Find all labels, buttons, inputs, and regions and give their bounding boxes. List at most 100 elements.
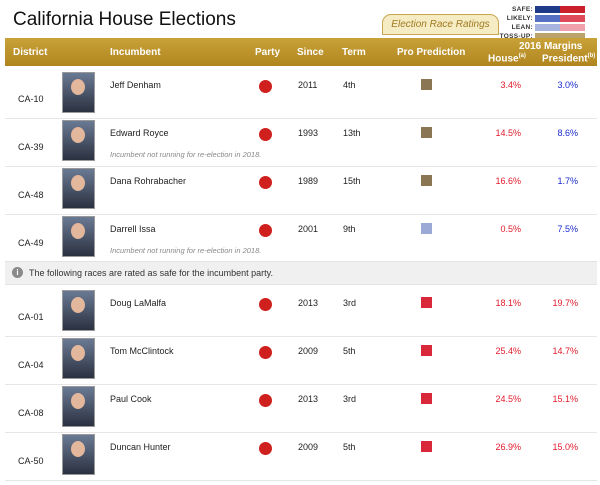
incumbent-photo <box>62 72 95 113</box>
table-row[interactable]: CA-01 Doug LaMalfa 2013 3rd 18.1% 19.7% <box>5 290 597 337</box>
incumbent-name[interactable]: Duncan Hunter <box>110 442 171 452</box>
incumbent-photo <box>62 216 95 257</box>
incumbent-name[interactable]: Darrell Issa <box>110 224 156 234</box>
safe-races-notice: i The following races are rated as safe … <box>5 261 597 285</box>
president-margin: 1.7% <box>557 176 578 186</box>
row-divider <box>5 384 597 385</box>
incumbent-name[interactable]: Paul Cook <box>110 394 152 404</box>
notice-text: The following races are rated as safe fo… <box>29 268 273 278</box>
incumbent-note: Incumbent not running for re-election in… <box>110 150 262 159</box>
prediction-swatch <box>421 441 432 452</box>
incumbent-name[interactable]: Dana Rohrabacher <box>110 176 187 186</box>
president-margin: 19.7% <box>552 298 578 308</box>
prediction-swatch <box>421 127 432 138</box>
republican-party-icon <box>259 80 272 93</box>
district-cell: CA-48 <box>18 190 44 200</box>
prediction-swatch <box>421 79 432 90</box>
republican-party-icon <box>259 128 272 141</box>
header-president-label: President <box>542 53 588 65</box>
incumbent-name[interactable]: Doug LaMalfa <box>110 298 167 308</box>
district-cell: CA-49 <box>18 238 44 248</box>
republican-party-icon <box>259 298 272 311</box>
district-cell: CA-10 <box>18 94 44 104</box>
district-cell: CA-01 <box>18 312 44 322</box>
header-house-label: House <box>488 53 519 65</box>
table-row[interactable]: CA-10 Jeff Denham 2011 4th 3.4% 3.0% <box>5 72 597 119</box>
president-margin: 14.7% <box>552 346 578 356</box>
header-party: Party <box>255 47 281 58</box>
legend-label: SAFE: <box>512 5 533 13</box>
row-divider <box>5 432 597 433</box>
prediction-swatch <box>421 223 432 234</box>
president-margin: 3.0% <box>557 80 578 90</box>
table-row[interactable]: CA-49 Darrell Issa Incumbent not running f… <box>5 216 597 263</box>
legend-swatch-rep <box>560 5 585 13</box>
incumbent-name[interactable]: Edward Royce <box>110 128 169 138</box>
incumbent-photo <box>62 386 95 427</box>
incumbent-photo <box>62 290 95 331</box>
republican-party-icon <box>259 346 272 359</box>
term-cell: 5th <box>343 442 356 452</box>
since-cell: 1989 <box>298 176 319 186</box>
legend-swatch-rep <box>560 23 585 31</box>
row-divider <box>5 336 597 337</box>
legend-label: TOSS-UP: <box>499 32 533 40</box>
republican-party-icon <box>259 176 272 189</box>
president-margin: 15.1% <box>552 394 578 404</box>
president-margin: 7.5% <box>557 224 578 234</box>
incumbent-photo <box>62 434 95 475</box>
page-title: California House Elections <box>13 9 236 30</box>
republican-party-icon <box>259 224 272 237</box>
row-divider <box>5 118 597 119</box>
term-cell: 3rd <box>343 298 357 308</box>
house-margin: 25.4% <box>495 346 521 356</box>
header-house: House(a) <box>488 53 526 64</box>
prediction-swatch <box>421 297 432 308</box>
table-row[interactable]: CA-08 Paul Cook 2013 3rd 24.5% 15.1% <box>5 386 597 433</box>
row-divider <box>5 166 597 167</box>
incumbent-name[interactable]: Tom McClintock <box>110 346 174 356</box>
term-cell: 3rd <box>343 394 357 404</box>
header-incumbent: Incumbent <box>110 47 161 58</box>
president-margin: 8.6% <box>557 128 578 138</box>
since-cell: 2009 <box>298 346 319 356</box>
district-cell: CA-08 <box>18 408 44 418</box>
term-cell: 9th <box>343 224 356 234</box>
table-row[interactable]: CA-39 Edward Royce Incumbent not running f… <box>5 120 597 167</box>
house-margin: 16.6% <box>495 176 521 186</box>
table-header: District Incumbent Party Since Term Pro … <box>5 38 597 66</box>
table-row[interactable]: CA-48 Dana Rohrabacher 1989 15th 16.6% 1.7% <box>5 168 597 215</box>
legend-swatch-tossup <box>535 32 585 40</box>
since-cell: 2013 <box>298 394 319 404</box>
legend-row-safe: SAFE: <box>499 5 589 13</box>
incumbent-photo <box>62 168 95 209</box>
since-cell: 1993 <box>298 128 319 138</box>
table-row[interactable]: CA-50 Duncan Hunter 2009 5th 26.9% 15.0% <box>5 434 597 481</box>
republican-party-icon <box>259 442 272 455</box>
header-since: Since <box>297 47 324 58</box>
legend-label: LEAN: <box>511 23 533 31</box>
legend-row-likely: LIKELY: <box>499 14 589 22</box>
republican-party-icon <box>259 394 272 407</box>
legend-swatch-dem <box>535 5 560 13</box>
district-cell: CA-39 <box>18 142 44 152</box>
house-margin: 3.4% <box>500 80 521 90</box>
election-race-ratings-tab[interactable]: Election Race Ratings <box>382 14 499 35</box>
since-cell: 2013 <box>298 298 319 308</box>
incumbent-name[interactable]: Jeff Denham <box>110 80 161 90</box>
legend-swatch-dem <box>535 23 560 31</box>
row-divider <box>5 214 597 215</box>
house-margin: 26.9% <box>495 442 521 452</box>
header-term: Term <box>342 47 366 58</box>
house-margin: 24.5% <box>495 394 521 404</box>
incumbent-note: Incumbent not running for re-election in… <box>110 246 262 255</box>
prediction-swatch <box>421 393 432 404</box>
district-cell: CA-04 <box>18 360 44 370</box>
header-president-sup: (b) <box>587 53 596 59</box>
legend-swatch-dem <box>535 14 560 22</box>
header-2016-margins: 2016 Margins <box>519 41 583 52</box>
header-president: President(b) <box>542 53 595 64</box>
table-row[interactable]: CA-04 Tom McClintock 2009 5th 25.4% 14.7% <box>5 338 597 385</box>
incumbent-photo <box>62 338 95 379</box>
